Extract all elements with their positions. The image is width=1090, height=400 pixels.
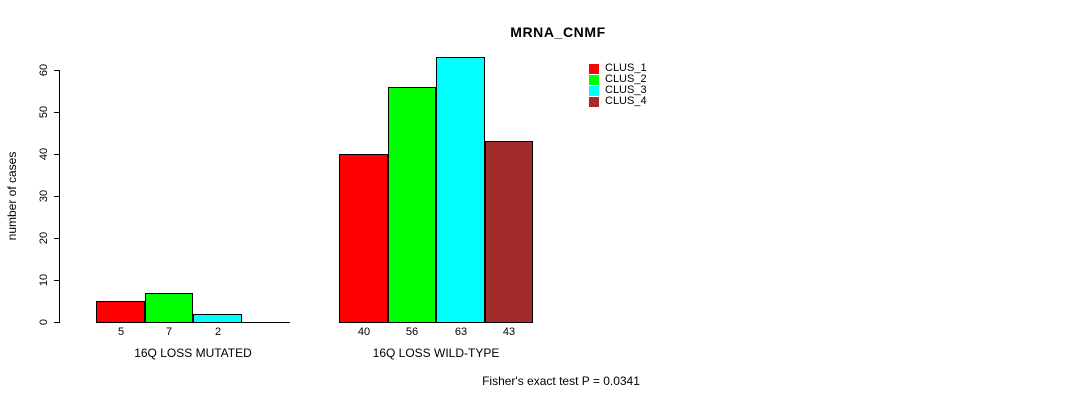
bar-clus-1 bbox=[96, 301, 145, 323]
y-tick bbox=[54, 280, 59, 281]
bar-value-label: 63 bbox=[454, 326, 468, 338]
y-tick bbox=[54, 322, 59, 323]
y-tick-label: 20 bbox=[38, 231, 50, 245]
y-axis-label: number of cases bbox=[5, 151, 19, 241]
y-tick-label: 10 bbox=[38, 273, 50, 287]
legend-row: CLUS_3 bbox=[589, 85, 647, 96]
legend-row: CLUS_1 bbox=[589, 63, 647, 74]
y-tick bbox=[54, 70, 59, 71]
y-tick-label: 30 bbox=[38, 189, 50, 203]
legend-swatch-icon bbox=[589, 85, 599, 96]
bar-clus-1 bbox=[339, 154, 388, 323]
y-tick bbox=[54, 238, 59, 239]
legend-swatch-icon bbox=[589, 96, 599, 107]
y-tick bbox=[54, 154, 59, 155]
group-label: 16Q LOSS MUTATED bbox=[134, 346, 252, 360]
legend-label: CLUS_2 bbox=[605, 73, 647, 85]
y-tick-label: 60 bbox=[38, 63, 50, 77]
bar-value-label: 7 bbox=[165, 326, 173, 338]
legend-row: CLUS_2 bbox=[589, 74, 647, 85]
legend-label: CLUS_4 bbox=[605, 95, 647, 107]
group-label: 16Q LOSS WILD-TYPE bbox=[372, 346, 500, 360]
bar-value-label: 2 bbox=[214, 326, 222, 338]
legend: CLUS_1 CLUS_2 CLUS_3 CLUS_4 bbox=[589, 63, 647, 107]
y-axis-line bbox=[59, 70, 60, 323]
y-tick-label: 40 bbox=[38, 147, 50, 161]
bar-clus-3 bbox=[193, 314, 242, 323]
legend-label: CLUS_1 bbox=[605, 62, 647, 74]
bar-clus-2 bbox=[388, 87, 436, 323]
legend-label: CLUS_3 bbox=[605, 84, 647, 96]
y-tick bbox=[54, 196, 59, 197]
fisher-test-annotation: Fisher's exact test P = 0.0341 bbox=[482, 374, 640, 388]
y-tick-label: 0 bbox=[38, 318, 50, 326]
bar-value-label: 56 bbox=[405, 326, 419, 338]
legend-row: CLUS_4 bbox=[589, 96, 647, 107]
chart-title: MRNA_CNMF bbox=[510, 24, 606, 40]
bar-clus-4-zero bbox=[242, 322, 290, 323]
y-tick-label: 50 bbox=[38, 105, 50, 119]
bar-clus-2 bbox=[145, 293, 193, 323]
bar-clus-3 bbox=[436, 57, 485, 323]
bar-value-label: 40 bbox=[357, 326, 371, 338]
y-tick bbox=[54, 112, 59, 113]
bar-value-label: 43 bbox=[502, 326, 516, 338]
bar-clus-4 bbox=[485, 141, 533, 323]
legend-swatch-icon bbox=[589, 74, 599, 85]
bar-value-label: 5 bbox=[117, 326, 125, 338]
legend-swatch-icon bbox=[589, 63, 599, 74]
